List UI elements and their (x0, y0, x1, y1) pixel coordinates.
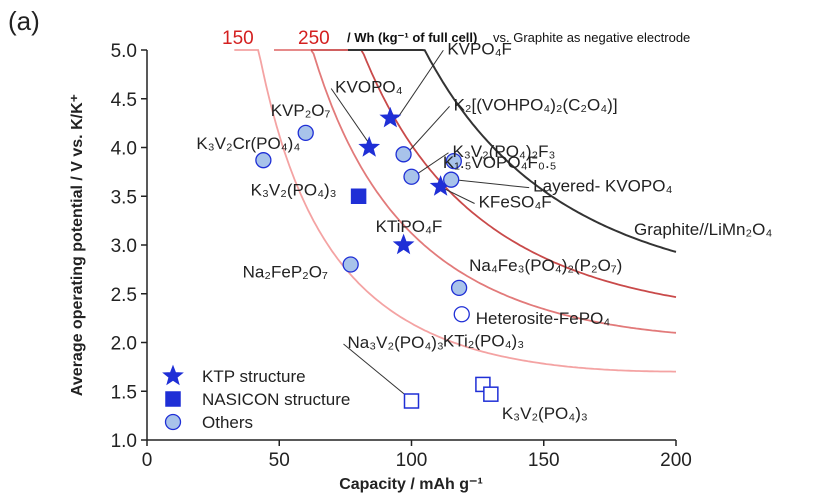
x-tick-label: 100 (396, 450, 428, 471)
point-label: KVP₂O₇ (271, 101, 331, 120)
circle-point (450, 279, 468, 297)
circle-point (255, 152, 272, 169)
leader-line (409, 105, 450, 151)
y-tick-label: 1.0 (111, 431, 137, 452)
circle-point (297, 124, 314, 142)
iso-energy-curve (234, 49, 676, 373)
point-label: Na₄Fe₃(PO₄)₂(P₂O₇) (469, 256, 622, 275)
legend-nasicon: NASICON structure (202, 390, 350, 409)
energy-unit-note: / Wh (kg⁻¹ of full cell) (347, 30, 477, 45)
point-label: Heterosite-FePO₄ (476, 309, 611, 328)
legend-star-icon (162, 364, 184, 386)
point-label: Na₂FeP₂O₇ (243, 263, 328, 282)
circle-point (453, 306, 470, 323)
point-label: K₃V₂(PO₄)₃ (251, 180, 337, 199)
legend-circle-icon (164, 413, 182, 431)
circle-point (443, 171, 460, 188)
leader-line (330, 88, 369, 143)
leader-line (416, 152, 449, 175)
point-label: KTiPO₄F (376, 217, 443, 236)
point-label: K₃V₂(PO₄)₃ (502, 404, 588, 423)
star-point (392, 233, 415, 255)
x-tick-label: 0 (142, 450, 153, 471)
data-points (255, 106, 499, 409)
square-point (350, 188, 367, 204)
point-labels: KVPO₄F KVOPO₄ KTiPO₄F KFeSO₄F K₃V₂(PO₄)₃ Na₃V… (196, 39, 672, 423)
circle-point (403, 168, 420, 185)
legend-others: Others (202, 413, 253, 432)
graphite-curve-label: Graphite//LiMn₂O₄ (634, 220, 772, 239)
point-label: KFeSO₄F (479, 193, 552, 212)
square-point (403, 393, 420, 409)
iso-label-250: 250 (298, 28, 330, 49)
legend: KTP structure NASICON structure Others (162, 364, 350, 432)
point-label: K₃V₂Cr(PO₄)₄ (196, 134, 300, 153)
legend-markers (162, 364, 184, 431)
y-tick-label: 5.0 (111, 41, 137, 62)
iso-energy-curve (274, 49, 677, 334)
point-label: KVOPO₄ (335, 78, 402, 97)
star-point (379, 106, 402, 128)
leader-line (453, 179, 530, 189)
point-label: Na₃V₂(PO₄)₃ (348, 333, 444, 352)
leader-line (397, 49, 444, 118)
x-axis-title: Capacity / mAh g⁻¹ (339, 476, 483, 493)
y-tick-label: 4.0 (111, 139, 137, 160)
energy-suffix-note: vs. Graphite as negative electrode (493, 30, 690, 45)
x-tick-label: 200 (660, 450, 692, 471)
leader-line (441, 187, 475, 204)
x-tick-label: 150 (528, 450, 560, 471)
y-tick-label: 3.0 (111, 236, 137, 257)
x-tick-label: 50 (269, 450, 290, 471)
point-label: Layered- KVOPO₄ (533, 177, 672, 196)
leader-line (343, 343, 412, 401)
legend-square-icon (165, 391, 181, 407)
square-point (483, 386, 499, 402)
y-tick-label: 4.5 (111, 90, 137, 111)
circle-point (395, 146, 412, 163)
point-label: K₃V₂(PO₄)₂F₃ (453, 142, 556, 161)
point-label: KTi₂(PO₄)₃ (443, 331, 524, 350)
point-label: K₂[(VOHPO₄)₂(C₂O₄)] (454, 95, 618, 114)
circle-point (445, 152, 462, 170)
y-tick-label: 1.5 (111, 382, 137, 403)
axis-ticks: 0 50 100 150 200 1.0 1.5 2.0 2.5 3.0 3.5 4.0 4.5 5.0 (111, 41, 692, 471)
iso-energy-curve (348, 49, 677, 253)
iso-energy-curves (234, 49, 677, 373)
y-tick-label: 2.5 (111, 285, 137, 306)
y-axis-title: Average operating potential / V vs. K/K⁺ (69, 94, 86, 396)
y-tick-label: 3.5 (111, 187, 137, 208)
label-leader-lines (330, 49, 530, 401)
panel-label: (a) (8, 6, 40, 36)
iso-label-150: 150 (222, 28, 254, 49)
y-tick-label: 2.0 (111, 334, 137, 355)
point-label: KVPO₄F (447, 39, 512, 58)
point-label: K₁.₅VOPO₄F₀.₅ (443, 153, 557, 172)
iso-energy-curve (311, 49, 677, 298)
legend-ktp: KTP structure (202, 367, 306, 386)
star-point (358, 136, 381, 157)
circle-point (342, 256, 359, 273)
